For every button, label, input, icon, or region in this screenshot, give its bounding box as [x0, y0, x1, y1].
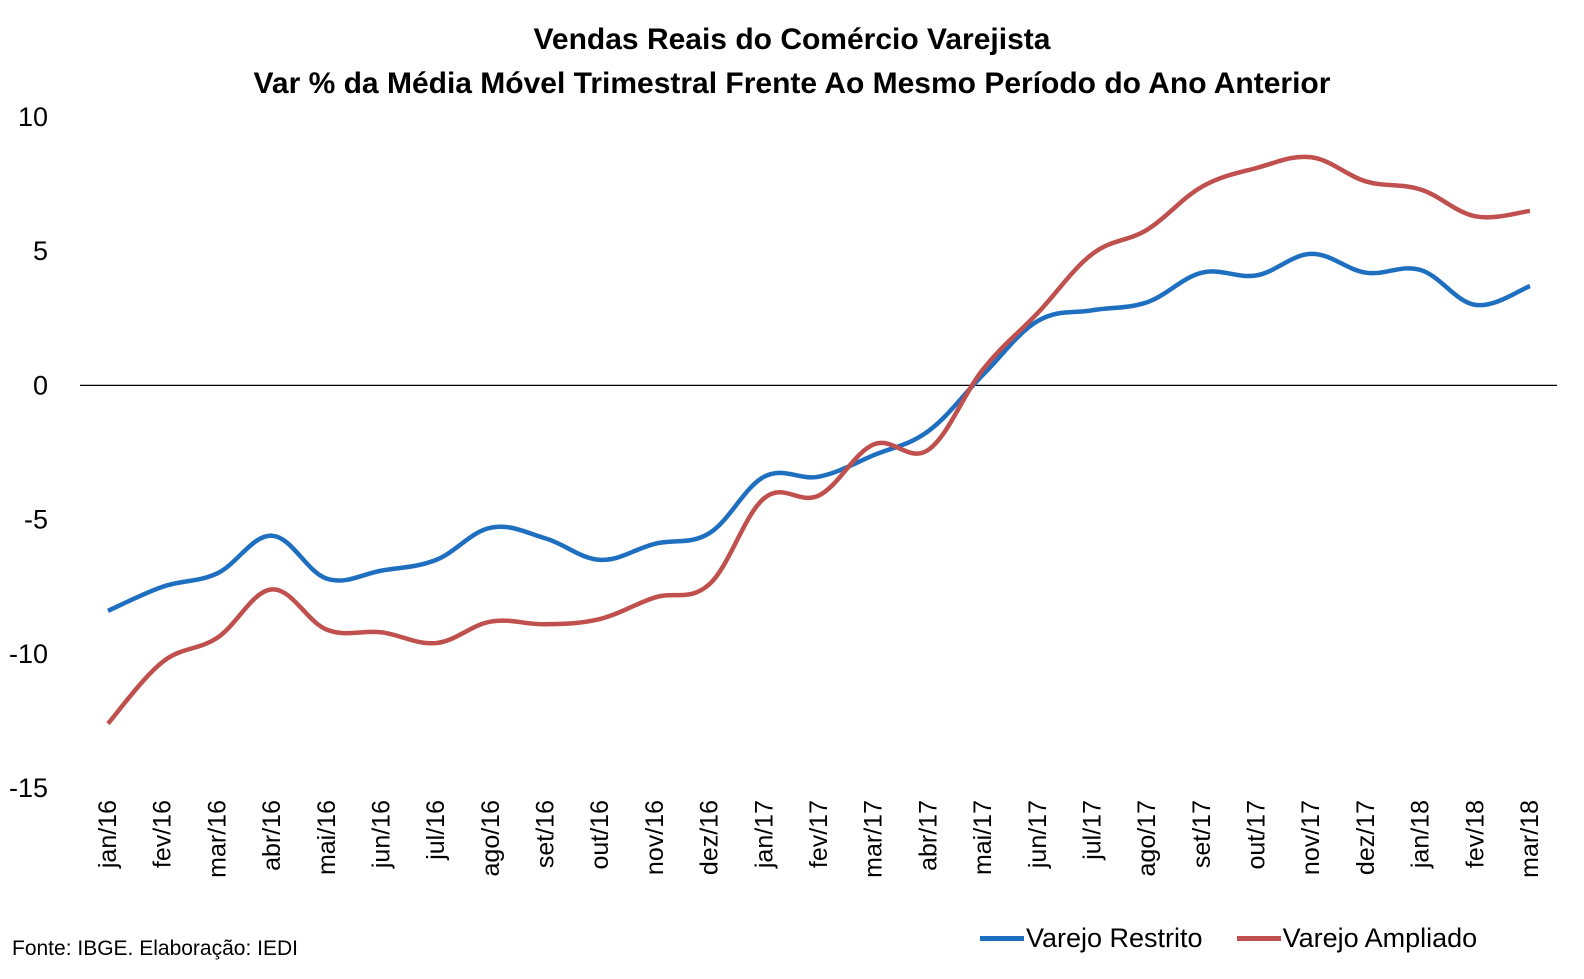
- x-tick-label: mai/16: [313, 800, 341, 875]
- x-tick-label: abr/16: [258, 800, 286, 871]
- y-tick-label: -10: [9, 639, 48, 669]
- y-tick-label: -5: [24, 505, 48, 535]
- source-note: Fonte: IBGE. Elaboração: IEDI: [12, 937, 298, 960]
- legend-item-restrito: Varejo Restrito: [980, 923, 1203, 954]
- legend-swatch-ampliado: [1236, 936, 1281, 941]
- x-tick-label: fev/17: [805, 800, 833, 868]
- legend-swatch-restrito: [980, 936, 1024, 941]
- legend-label-restrito: Varejo Restrito: [1026, 923, 1203, 953]
- x-tick-label: nov/16: [641, 800, 669, 875]
- x-tick-label: jan/17: [750, 800, 778, 869]
- x-tick-label: ago/16: [477, 800, 505, 876]
- y-tick-label: 0: [33, 370, 48, 400]
- series-line-varejo-restrito: [107, 251, 1531, 613]
- x-tick-label: dez/17: [1352, 800, 1380, 875]
- x-tick-label: jan/18: [1407, 800, 1435, 869]
- x-tick-label: dez/16: [696, 800, 724, 875]
- x-tick-label: jun/16: [367, 800, 395, 869]
- y-tick-label: 5: [33, 236, 48, 266]
- x-tick-label: out/17: [1243, 800, 1271, 870]
- x-tick-label: jul/17: [1078, 800, 1106, 861]
- x-tick-label: fev/16: [149, 800, 177, 868]
- x-tick-label: mar/17: [860, 800, 888, 878]
- x-tick-label: mai/17: [969, 800, 997, 875]
- legend-label-ampliado: Varejo Ampliado: [1282, 923, 1478, 953]
- x-tick-label: mar/18: [1516, 800, 1544, 878]
- x-tick-label: mar/16: [203, 800, 231, 878]
- legend-item-ampliado: Varejo Ampliado: [1236, 923, 1478, 954]
- x-axis: jan/16 fev/16 mar/16 abr/16 mai/16 jun/16 jul/…: [94, 800, 1544, 878]
- x-tick-label: nov/17: [1297, 800, 1325, 875]
- x-tick-label: out/16: [586, 800, 614, 870]
- x-tick-label: jun/17: [1024, 800, 1052, 869]
- x-tick-label: set/16: [532, 800, 560, 868]
- x-tick-label: jul/16: [422, 800, 450, 861]
- series-line-varejo-ampliado: [106, 154, 1531, 726]
- chart-subtitle: Var % da Média Móvel Trimestral Frente A…: [253, 67, 1331, 100]
- x-tick-label: abr/17: [914, 800, 942, 871]
- x-tick-label: fev/18: [1461, 800, 1489, 868]
- x-tick-label: set/17: [1188, 800, 1216, 868]
- y-tick-label: 10: [18, 102, 48, 132]
- y-axis: 10 5 0 -5 -10 -15: [9, 102, 48, 803]
- x-tick-label: jan/16: [94, 800, 122, 869]
- y-tick-label: -15: [9, 773, 48, 803]
- legend: Varejo Restrito Varejo Ampliado: [980, 923, 1511, 954]
- x-tick-label: ago/17: [1133, 800, 1161, 876]
- plot-area: [106, 154, 1531, 726]
- chart-title: Vendas Reais do Comércio Varejista: [533, 23, 1051, 56]
